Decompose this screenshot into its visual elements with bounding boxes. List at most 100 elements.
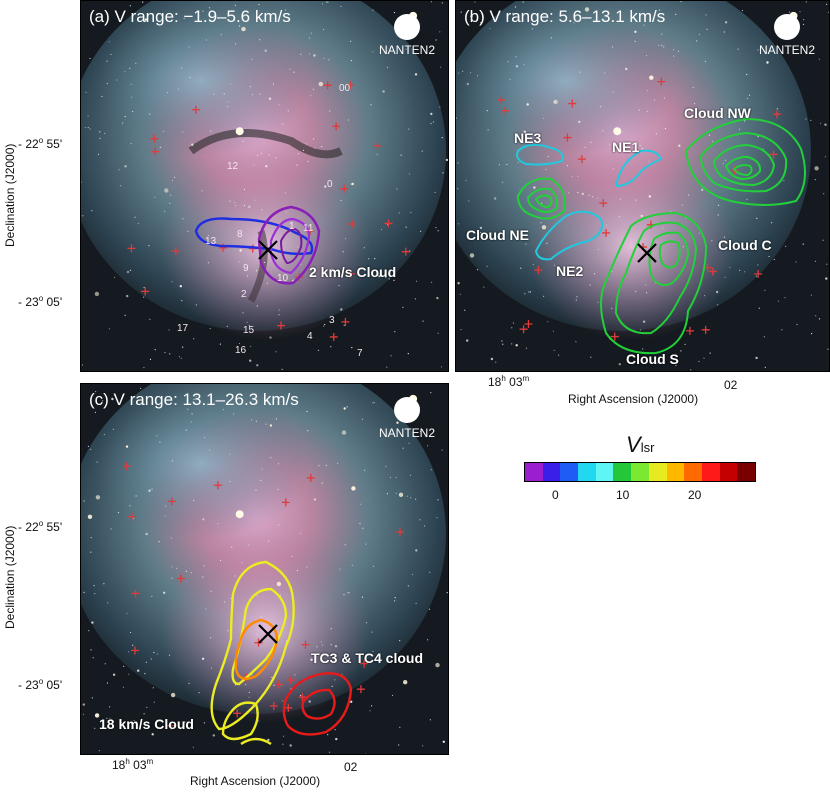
star-dot — [146, 706, 148, 708]
star-dot — [275, 351, 277, 353]
star-dot — [328, 751, 331, 753]
star-dot — [302, 149, 305, 151]
star-dot — [278, 524, 280, 526]
star-dot — [550, 37, 552, 39]
star-dot — [698, 232, 700, 234]
star-dot — [289, 68, 291, 70]
star-dot — [474, 1, 476, 3]
star-dot — [785, 245, 787, 247]
star-dot — [405, 48, 407, 50]
star-dot — [748, 94, 751, 96]
star-dot — [604, 72, 606, 74]
star-dot — [193, 398, 195, 400]
star-dot — [704, 295, 706, 297]
star-dot — [128, 673, 130, 675]
star-dot — [312, 88, 314, 90]
star-dot — [248, 691, 250, 694]
yso-marker — [131, 589, 140, 598]
colorbar-cell — [648, 463, 667, 481]
star-dot — [723, 31, 725, 33]
star-dot — [241, 26, 246, 32]
star-dot — [282, 123, 284, 125]
star-dot — [87, 445, 89, 447]
star-dot — [235, 43, 237, 45]
star-dot — [746, 97, 748, 100]
star-dot — [717, 204, 720, 206]
star-dot — [803, 19, 805, 21]
star-dot — [118, 169, 120, 171]
star-dot — [89, 57, 91, 60]
star-dot — [227, 106, 229, 108]
star-dot — [414, 298, 416, 300]
star-dot — [393, 12, 396, 14]
star-dot — [231, 546, 233, 548]
star-dot — [495, 361, 497, 363]
yso-marker — [167, 497, 176, 506]
star-dot — [124, 314, 126, 316]
star-dot — [184, 721, 186, 723]
star-dot — [724, 21, 728, 24]
star-dot — [371, 705, 373, 707]
star-dot — [430, 469, 432, 471]
star-dot — [132, 110, 134, 113]
star-dot — [618, 363, 621, 366]
star-dot — [300, 53, 302, 55]
star-dot — [275, 418, 278, 420]
yso-marker — [602, 228, 611, 237]
star-dot — [300, 263, 302, 265]
star-dot — [149, 113, 151, 115]
star-dot — [590, 356, 592, 358]
star-dot — [764, 366, 766, 368]
star-dot — [612, 46, 614, 48]
panel-c-title: (c) V range: 13.1–26.3 km/s — [89, 390, 299, 409]
star-dot — [623, 148, 626, 150]
colorbar-cell — [684, 463, 702, 481]
star-dot — [190, 572, 192, 574]
star-id-label: 0 — [327, 179, 333, 190]
star-dot — [264, 261, 266, 263]
telescope-label: NANTEN2 — [379, 426, 436, 440]
star-dot — [300, 694, 302, 697]
star-dot — [276, 581, 282, 587]
star-dot — [273, 684, 275, 686]
star-dot — [711, 240, 713, 242]
star-dot — [285, 211, 287, 213]
star-dot — [181, 67, 183, 69]
star-dot — [645, 284, 647, 286]
star-dot — [781, 329, 783, 331]
star-dot — [638, 109, 640, 111]
star-dot — [278, 314, 280, 316]
star-dot — [440, 66, 442, 68]
star-dot — [457, 162, 459, 164]
star-dot — [653, 99, 656, 101]
star-dot — [282, 743, 284, 745]
star-dot — [575, 341, 577, 343]
star-dot — [179, 285, 182, 288]
y-axis-label-top: Declination (J2000) — [3, 143, 17, 247]
star-dot — [523, 130, 526, 133]
label-cloud-c: Cloud C — [718, 237, 772, 253]
star-dot — [744, 112, 746, 114]
star-dot — [515, 344, 518, 347]
star-dot — [261, 209, 263, 211]
star-dot — [129, 505, 131, 507]
telescope-label: NANTEN2 — [379, 43, 436, 57]
star-dot — [102, 400, 104, 402]
star-dot — [144, 18, 148, 21]
star-dot — [391, 694, 394, 697]
star-dot — [310, 32, 312, 34]
star-dot — [246, 321, 248, 323]
star-dot — [230, 597, 232, 600]
star-dot — [577, 191, 579, 194]
star-dot — [241, 562, 243, 564]
star-dot — [814, 260, 817, 262]
star-dot — [291, 555, 293, 557]
star-dot — [394, 600, 396, 602]
star-dot — [202, 576, 204, 578]
star-dot — [205, 608, 207, 610]
yso-marker — [341, 317, 350, 326]
star-dot — [597, 301, 599, 303]
star-dot — [415, 549, 418, 552]
star-dot — [445, 158, 448, 162]
star-dot — [249, 86, 251, 88]
